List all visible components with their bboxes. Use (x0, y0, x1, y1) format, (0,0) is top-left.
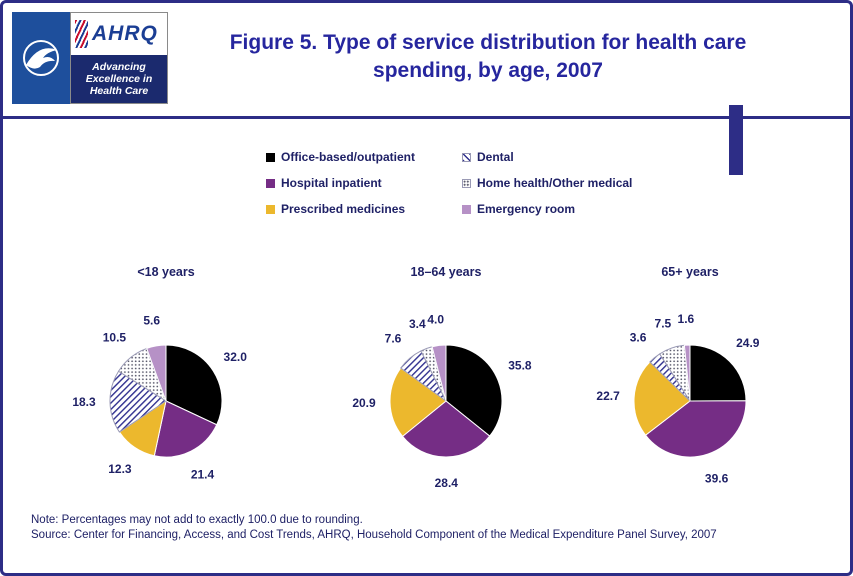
pie-18-64: 35.8 28.4 20.9 7.6 3.4 4.0 (321, 281, 571, 519)
legend-label: Office-based/outpatient (281, 150, 416, 164)
pie-slice-prescribed (633, 361, 691, 436)
legend-item-hospital: Hospital inpatient (266, 175, 462, 191)
ahrq-logo: AHRQ Advancing Excellence in Health Care (12, 12, 168, 104)
pie-title-under-18: <18 years (137, 265, 195, 279)
pie-value-label: 28.4 (435, 476, 459, 490)
pie-slice-emergency (683, 344, 691, 402)
pie-slice-prescribed (389, 367, 447, 438)
legend-label: Home health/Other medical (477, 176, 633, 190)
pie-value-label: 5.6 (143, 313, 160, 327)
pie-value-label: 7.6 (385, 331, 402, 345)
pie-block-65-plus: 65+ years 24.9 39.6 22.7 3.6 7.5 1.6 (565, 265, 815, 519)
pie-under-18: 32.0 21.4 12.3 18.3 10.5 5.6 (41, 281, 291, 519)
pie-value-label: 12.3 (108, 462, 132, 476)
legend-label: Hospital inpatient (281, 176, 382, 190)
figure-title-line2: spending, by age, 2007 (373, 59, 603, 82)
pie-slice-dental (109, 370, 167, 433)
pie-slice-hospital (644, 400, 747, 458)
legend-item-office: Office-based/outpatient (266, 149, 462, 165)
pie-slice-office (445, 344, 503, 437)
pie-value-label: 21.4 (191, 467, 215, 481)
footer: Note: Percentages may not add to exactly… (31, 513, 717, 543)
ahrq-wordmark-row: AHRQ (71, 13, 167, 55)
legend-swatch-office (266, 152, 275, 162)
header-accent-bar (729, 105, 743, 175)
pie-value-label: 39.6 (705, 472, 729, 486)
pie-value-label: 1.6 (678, 312, 695, 326)
figure-title: Figure 5. Type of service distribution f… (193, 29, 783, 85)
pie-slice-emergency (431, 344, 447, 402)
pie-value-label: 35.8 (508, 359, 532, 373)
pie-block-18-64: 18–64 years 35.8 28.4 20.9 7.6 3.4 4.0 (321, 265, 571, 519)
legend-item-prescribed: Prescribed medicines (266, 201, 462, 217)
ahrq-logo-box: AHRQ Advancing Excellence in Health Care (70, 12, 168, 104)
pie-slice-hospital (401, 400, 491, 458)
pie-title-65-plus: 65+ years (661, 265, 719, 279)
pie-value-label: 24.9 (736, 336, 760, 350)
pie-value-label: 32.0 (224, 350, 248, 364)
pie-value-label: 18.3 (72, 395, 96, 409)
pie-slice-emergency (146, 344, 167, 402)
header-divider (3, 116, 850, 119)
legend-label: Prescribed medicines (281, 202, 406, 216)
hhs-logo (12, 12, 70, 104)
pie-value-label: 22.7 (596, 389, 620, 403)
ahrq-wordmark: AHRQ (92, 22, 158, 45)
pie-65-plus: 24.9 39.6 22.7 3.6 7.5 1.6 (565, 281, 815, 519)
pie-value-label: 3.6 (630, 331, 647, 345)
footer-note: Note: Percentages may not add to exactly… (31, 514, 363, 526)
pie-chart: 32.0 21.4 12.3 18.3 10.5 5.6 (72, 313, 248, 481)
legend-swatch-dental (462, 152, 471, 162)
legend-swatch-prescribed (266, 204, 275, 214)
hhs-eagle-icon (23, 40, 59, 76)
pie-title-18-64: 18–64 years (410, 265, 482, 279)
pie-value-label: 3.4 (409, 317, 426, 331)
legend-swatch-hospital (266, 178, 275, 188)
ahrq-stripes-icon (75, 20, 88, 48)
pie-value-label: 20.9 (352, 396, 376, 410)
pie-value-label: 7.5 (655, 317, 672, 331)
pie-block-under-18: <18 years 32.0 21.4 12.3 18.3 10.5 5.6 (41, 265, 291, 519)
pie-value-label: 10.5 (103, 330, 127, 344)
legend-item-homehealth: Home health/Other medical (462, 175, 632, 191)
legend-label: Emergency room (477, 202, 576, 216)
pie-value-label: 4.0 (427, 313, 444, 327)
pie-slice-office (165, 344, 223, 426)
legend-swatch-emergency (462, 204, 471, 214)
footer-source: Source: Center for Financing, Access, an… (31, 529, 717, 541)
pie-chart: 24.9 39.6 22.7 3.6 7.5 1.6 (596, 312, 760, 486)
pie-slice-hospital (153, 400, 218, 458)
ahrq-tagline: Advancing Excellence in Health Care (71, 55, 167, 103)
legend-item-dental: Dental (462, 149, 632, 165)
legend-swatch-homehealth (462, 178, 471, 188)
legend: Office-based/outpatient Dental Hospital in… (266, 149, 632, 217)
figure-title-line1: Figure 5. Type of service distribution f… (229, 31, 747, 54)
pie-chart: 35.8 28.4 20.9 7.6 3.4 4.0 (352, 313, 532, 490)
legend-item-emergency: Emergency room (462, 201, 632, 217)
pie-slice-office (689, 344, 747, 402)
legend-label: Dental (477, 150, 514, 164)
